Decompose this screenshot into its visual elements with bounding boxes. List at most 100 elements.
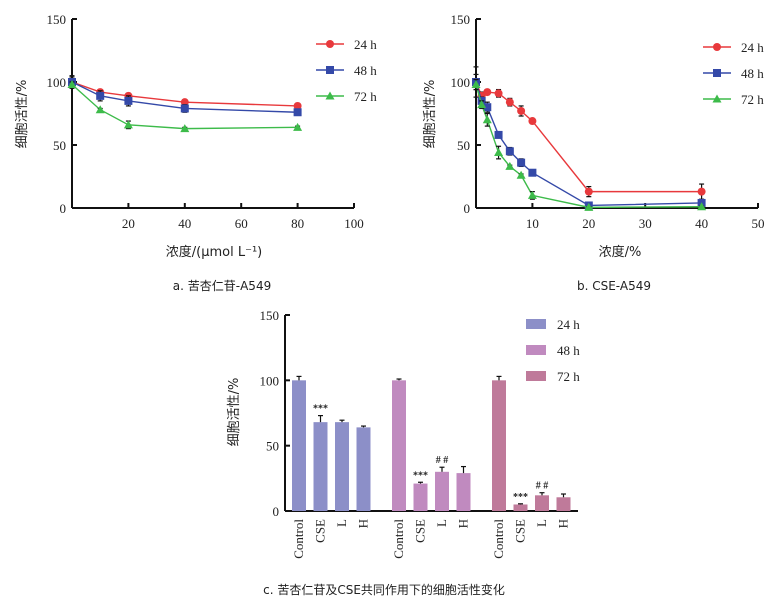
bar — [292, 380, 306, 511]
y-tick-label: 150 — [451, 12, 471, 27]
data-point — [697, 187, 706, 196]
series-48h — [68, 75, 302, 117]
x-tick-label: 20 — [122, 216, 135, 231]
x-tick-label: 50 — [752, 216, 765, 231]
category-label: L — [534, 519, 549, 527]
y-tick-label: 100 — [451, 75, 471, 90]
significance-label: *** — [313, 404, 328, 415]
bar — [413, 483, 428, 511]
x-tick-label: 80 — [291, 216, 304, 231]
series-72h — [471, 78, 707, 211]
significance-label: # # — [436, 455, 449, 466]
data-point — [584, 202, 594, 211]
legend-item: 72 h — [703, 92, 764, 107]
bar-group-48h: Control *** CSE # # L H — [391, 378, 471, 559]
chart-a-ylabel: 细胞活性/% — [15, 80, 30, 149]
legend-item: 48 h — [316, 63, 377, 78]
legend-swatch — [526, 371, 546, 381]
bar — [313, 422, 328, 511]
legend-label: 72 h — [557, 369, 580, 384]
y-tick-label: 50 — [53, 138, 66, 153]
x-tick-label: 100 — [344, 216, 364, 231]
category-label: L — [334, 519, 349, 527]
bar — [535, 495, 549, 511]
legend-item: 24 h — [703, 40, 764, 55]
data-point — [494, 148, 504, 157]
legend-marker — [713, 69, 721, 77]
bar — [392, 380, 406, 511]
category-label: Control — [391, 519, 406, 559]
y-tick-label: 50 — [457, 138, 470, 153]
category-label: H — [556, 519, 571, 528]
y-tick-label: 150 — [260, 308, 280, 323]
data-point — [483, 103, 492, 112]
bar — [456, 473, 471, 511]
chart-b: 细胞活性/% 浓度/% b. CSE-A549 0 50 100 150 10 20 30 4… — [423, 12, 765, 293]
data-point — [123, 120, 133, 129]
data-point — [124, 96, 133, 105]
legend-item: 24 h — [526, 317, 580, 332]
data-point — [483, 88, 492, 97]
category-label: Control — [491, 519, 506, 559]
data-point — [180, 124, 190, 133]
category-label: H — [456, 519, 471, 528]
category-label: H — [356, 519, 371, 528]
data-point — [505, 98, 514, 107]
chart-c: 细胞活性/% c. 苦杏仁苷及CSE共同作用下的细胞活性变化 0 50 100 150… — [227, 308, 580, 597]
data-point — [293, 122, 303, 131]
x-tick-label: 30 — [639, 216, 652, 231]
data-point — [505, 161, 515, 170]
data-point — [505, 147, 514, 156]
legend-item: 72 h — [316, 89, 377, 104]
bar — [435, 471, 449, 511]
y-tick-label: 100 — [47, 75, 67, 90]
x-tick-label: 60 — [235, 216, 248, 231]
chart-b-caption: b. CSE-A549 — [577, 279, 651, 293]
category-label: L — [434, 519, 449, 527]
category-label: Control — [291, 519, 306, 559]
y-tick-label: 0 — [273, 504, 280, 519]
y-tick-label: 50 — [266, 439, 279, 454]
data-point — [528, 117, 537, 126]
bar — [335, 422, 349, 511]
legend-label: 48 h — [557, 343, 580, 358]
bar-group-72h: Control *** CSE # # L H — [491, 375, 571, 559]
data-point — [471, 80, 481, 89]
data-point — [293, 101, 302, 110]
data-point — [477, 100, 487, 109]
legend-label: 48 h — [741, 66, 764, 81]
data-point — [517, 158, 526, 167]
bar — [556, 497, 571, 511]
legend-item: 48 h — [703, 66, 764, 81]
bar — [513, 504, 528, 511]
significance-label: *** — [513, 492, 528, 503]
data-point — [516, 170, 526, 179]
bar — [356, 427, 371, 511]
category-label: CSE — [513, 519, 528, 543]
chart-c-ylabel: 细胞活性/% — [227, 378, 242, 447]
legend-label: 24 h — [354, 37, 377, 52]
y-tick-label: 0 — [464, 201, 471, 216]
data-point — [528, 168, 537, 177]
legend-label: 72 h — [741, 92, 764, 107]
bar-group-24h: Control *** CSE L H — [291, 375, 371, 559]
x-tick-label: 40 — [695, 216, 708, 231]
legend-swatch — [526, 345, 546, 355]
chart-a-xlabel: 浓度/(μmol L⁻¹) — [166, 244, 262, 260]
data-point — [67, 80, 77, 89]
legend-marker — [712, 94, 722, 103]
data-point — [180, 104, 189, 113]
category-label: CSE — [313, 519, 328, 543]
chart-a: 细胞活性/% 浓度/(μmol L⁻¹) a. 苦杏仁苷-A549 0 50 100… — [15, 12, 377, 293]
legend-item: 24 h — [316, 37, 377, 52]
data-point — [96, 91, 105, 100]
legend-label: 24 h — [557, 317, 580, 332]
legend-marker — [326, 66, 334, 74]
y-tick-label: 150 — [47, 12, 67, 27]
series-24h — [472, 66, 706, 200]
category-label: CSE — [413, 519, 428, 543]
x-tick-label: 40 — [178, 216, 191, 231]
x-tick-label: 10 — [526, 216, 539, 231]
data-point — [293, 108, 302, 117]
